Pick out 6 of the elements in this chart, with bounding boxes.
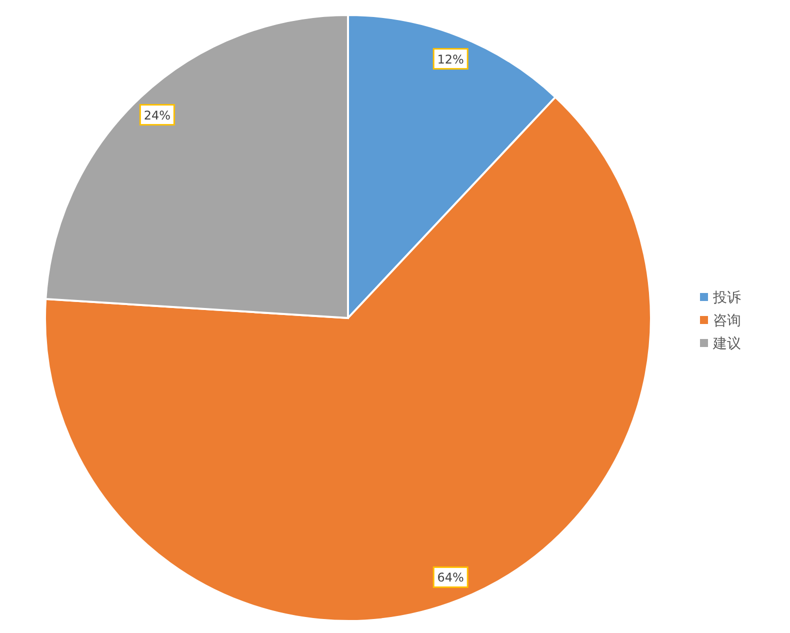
legend-label: 建议 xyxy=(712,336,741,352)
legend-label: 咨询 xyxy=(713,313,741,329)
legend-label: 投诉 xyxy=(712,290,741,306)
data-label: 12% xyxy=(437,52,464,66)
data-label: 64% xyxy=(437,570,464,585)
data-label: 24% xyxy=(144,108,171,122)
